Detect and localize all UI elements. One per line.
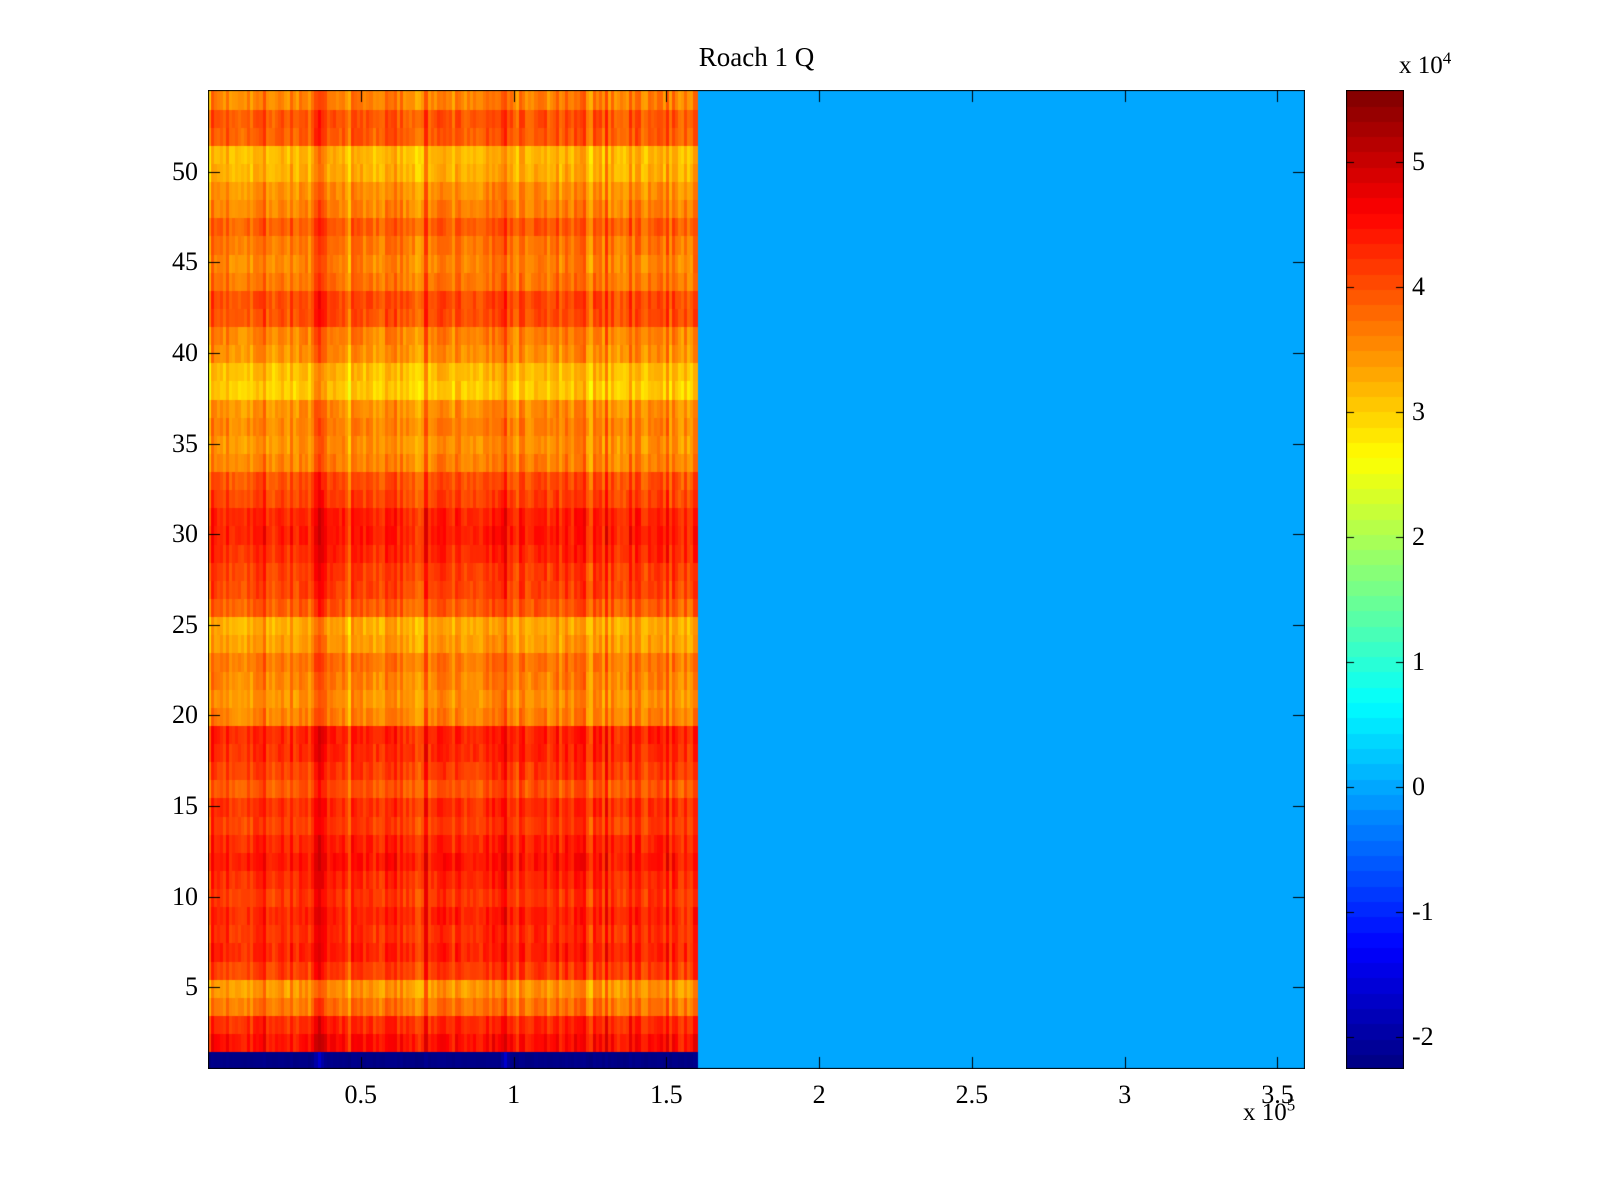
colorbar-tick-label: 0 xyxy=(1412,771,1425,801)
x-tick-label: 0.5 xyxy=(344,1080,378,1109)
x-tick-label: 3.5 xyxy=(1261,1080,1294,1109)
y-tick-label: 20 xyxy=(172,700,198,730)
colorbar-tick-label: -1 xyxy=(1412,896,1434,926)
colorbar-tick-label: 5 xyxy=(1412,147,1425,177)
heatmap-plot xyxy=(208,90,1305,1069)
chart-title: Roach 1 Q xyxy=(698,42,815,72)
x-axis-multiplier-base: x 10 xyxy=(1243,1099,1287,1126)
colorbar xyxy=(1346,90,1404,1069)
y-tick-label: 45 xyxy=(172,247,198,277)
colorbar-tick-label: 2 xyxy=(1412,522,1425,552)
x-tick-label: 3 xyxy=(1118,1080,1132,1109)
heatmap-canvas xyxy=(208,90,1305,1069)
x-tick-label: 1.5 xyxy=(650,1080,683,1109)
y-tick-label: 5 xyxy=(185,972,198,1002)
colorbar-multiplier: x 104 xyxy=(1399,48,1452,79)
colorbar-tick-label: -2 xyxy=(1412,1021,1434,1051)
x-tick-label: 2 xyxy=(812,1080,826,1109)
x-axis-multiplier: x 105 xyxy=(1243,1095,1296,1126)
y-tick-label: 35 xyxy=(172,428,198,458)
y-tick-label: 10 xyxy=(172,881,198,911)
y-tick-label: 15 xyxy=(172,791,198,821)
x-tick-label: 2.5 xyxy=(955,1080,989,1109)
colorbar-multiplier-base: x 10 xyxy=(1399,52,1443,79)
colorbar-tick-label: 1 xyxy=(1412,646,1425,676)
colorbar-tick-label: 4 xyxy=(1412,272,1425,302)
y-tick-label: 50 xyxy=(172,156,198,186)
y-tick-label: 40 xyxy=(172,337,198,367)
y-tick-label: 30 xyxy=(172,519,198,549)
x-axis-multiplier-exponent: 5 xyxy=(1286,1095,1296,1115)
x-tick-label: 1 xyxy=(507,1080,521,1109)
y-tick-label: 25 xyxy=(172,609,198,639)
colorbar-canvas xyxy=(1346,90,1404,1069)
colorbar-tick-label: 3 xyxy=(1412,397,1425,427)
colorbar-multiplier-exponent: 4 xyxy=(1442,48,1452,68)
